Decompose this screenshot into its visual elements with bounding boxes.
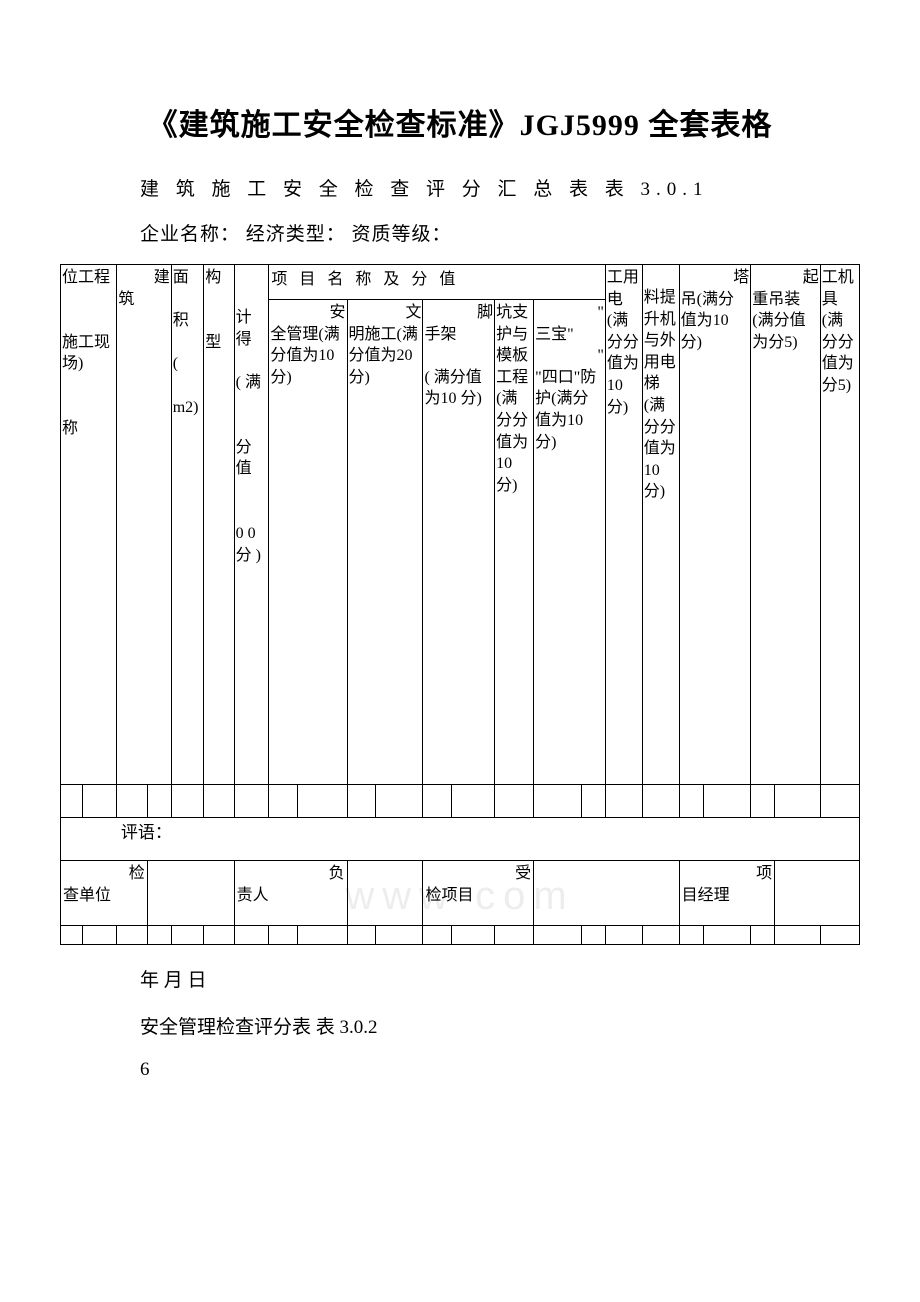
meta-line: 企业名称： 经济类型： 资质等级： xyxy=(140,219,860,246)
col-project-name: 位工程 施工现场) 称 xyxy=(61,265,117,785)
col-lifting: 起 重吊装(满分值为分5) xyxy=(751,265,820,785)
footer-line-2: 6 xyxy=(140,1059,860,1081)
doc-title: 《建筑施工安全检查标准》JGJ5999 全套表格 xyxy=(60,100,860,144)
col-three-treasure: " 三宝" " "四口"防护(满分值为10 分) xyxy=(534,300,606,785)
main-table: 位工程 施工现场) 称 建 筑 面 积 ( m2 xyxy=(60,264,860,945)
col-structure: 构 型 xyxy=(204,265,234,785)
table-subtitle: 建 筑 施 工 安 全 检 查 评 分 汇 总 表 表 3.0.1 xyxy=(140,174,860,201)
col-pit-support: 坑支护与模板工程(满分分值为10分) xyxy=(495,300,534,785)
col-safety-mgmt: 安 全管理(满分值为10 分) xyxy=(269,300,347,785)
col-civilized: 文 明施工(满分值为20 分) xyxy=(347,300,423,785)
col-building: 建 筑 xyxy=(117,265,171,785)
date-line: 年 月 日 xyxy=(140,965,860,992)
col-elevator: 料提升机与外用电梯(满分分值为10分) xyxy=(642,265,679,785)
col-machinery: 工机具(满分分值为分5) xyxy=(820,265,859,785)
col-scaffold: 脚 手架 ( 满分值为10 分) xyxy=(423,300,495,785)
col-electric: 工用电(满分分值为10分) xyxy=(605,265,642,785)
col-total-score: 计得 ( 满 分值 0 0 分 ) xyxy=(234,265,269,785)
col-area: 面 积 ( m2) xyxy=(171,265,204,785)
header-span: 项 目 名 称 及 分 值 xyxy=(269,265,606,300)
footer-line-1: 安全管理检查评分表 表 3.0.2 xyxy=(140,1012,860,1039)
signature-row: 检 查单位 负 责人 受 检项目 项 目经理 xyxy=(61,861,860,926)
data-row-blank xyxy=(61,785,860,818)
col-tower-crane: 塔 吊(满分值为10 分) xyxy=(679,265,751,785)
comment-row: 评语： xyxy=(61,818,860,861)
thin-row xyxy=(61,926,860,945)
